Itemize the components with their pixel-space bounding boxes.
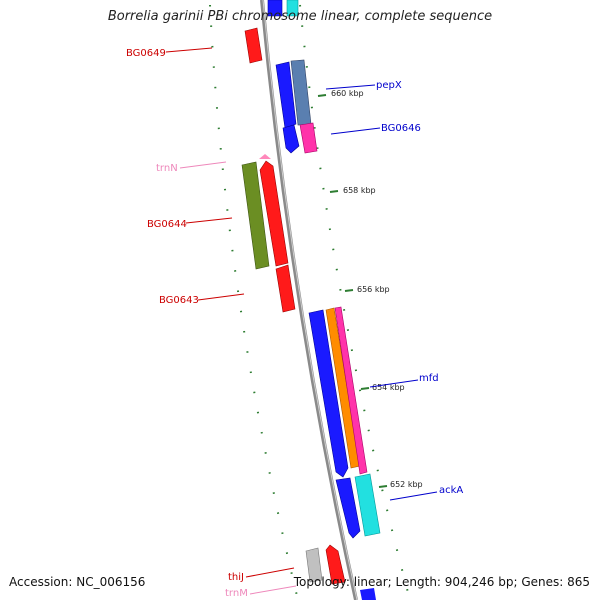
gene-thij-grey <box>305 547 323 583</box>
gene-bg0646 <box>299 122 318 154</box>
gene-label-acka[interactable]: ackA <box>439 485 463 496</box>
gene-label-trnn[interactable]: trnN <box>156 163 178 174</box>
tick-label-658: 658 kbp <box>343 186 376 195</box>
gene-bg0644 <box>241 161 270 270</box>
gene-label-trnm[interactable]: trnM <box>225 588 248 599</box>
gene-top-blue <box>267 0 283 17</box>
gene-red-long <box>259 160 289 267</box>
gene-label-bg0646[interactable]: BG0646 <box>381 123 421 134</box>
tick-mark <box>329 190 339 193</box>
tick-mark <box>344 289 354 292</box>
tick-label-654: 654 kbp <box>372 383 405 392</box>
gene-bg0643 <box>275 264 296 313</box>
gene-label-pepx[interactable]: pepX <box>376 80 402 91</box>
map-title: Borrelia garinii PBi chromosome linear, … <box>107 9 493 24</box>
tick-label-656: 656 kbp <box>357 285 390 294</box>
gene-label-mfd[interactable]: mfd <box>419 373 439 384</box>
accession-text: Accession: NC_006156 <box>9 575 146 589</box>
tick-mark <box>360 387 370 390</box>
gene-label-bg0649[interactable]: BG0649 <box>126 48 166 59</box>
gene-label-thij[interactable]: thiJ <box>228 572 244 583</box>
gene-trnn <box>259 154 271 159</box>
outer-dotted-ring-right <box>299 4 411 600</box>
gene-blue-b <box>282 124 300 154</box>
tick-mark <box>317 94 327 97</box>
gene-top-cyan <box>286 0 299 17</box>
gene-mfd-pink <box>334 306 368 475</box>
gene-label-bg0643[interactable]: BG0643 <box>159 295 199 306</box>
gene-bg0649 <box>244 27 263 64</box>
gene-label-bg0644[interactable]: BG0644 <box>147 219 187 230</box>
tick-mark <box>378 485 388 488</box>
topology-text: Topology: linear; Length: 904,246 bp; Ge… <box>293 575 590 589</box>
tick-label-652: 652 kbp <box>390 480 423 489</box>
tick-label-660: 660 kbp <box>331 89 364 98</box>
chromosome-backbone <box>260 0 358 600</box>
gene-bottom-blue <box>360 588 376 600</box>
outer-dotted-ring-left <box>209 4 299 600</box>
gene-blue-c <box>335 477 361 539</box>
gene-mfd-blue <box>308 309 349 478</box>
gene-blue-a <box>275 61 297 129</box>
gene-thij-red <box>325 544 346 585</box>
gene-acka <box>354 473 381 537</box>
